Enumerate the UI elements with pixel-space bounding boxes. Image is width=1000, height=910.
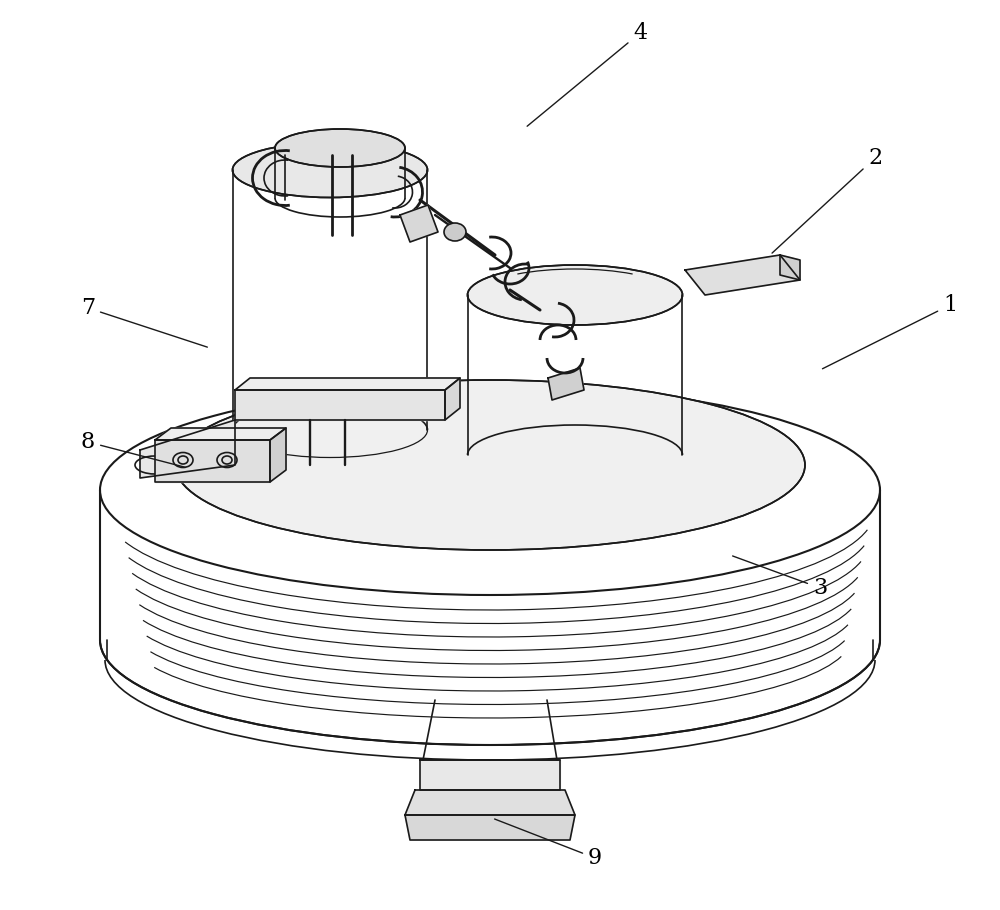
Polygon shape <box>140 420 235 478</box>
Polygon shape <box>235 378 460 390</box>
Polygon shape <box>155 440 270 482</box>
Text: 1: 1 <box>822 294 957 369</box>
Polygon shape <box>270 428 286 482</box>
Ellipse shape <box>468 265 682 325</box>
Ellipse shape <box>232 143 428 197</box>
Ellipse shape <box>275 129 405 167</box>
Text: 7: 7 <box>81 297 207 347</box>
Polygon shape <box>235 390 445 420</box>
Text: 4: 4 <box>527 22 647 126</box>
Polygon shape <box>780 255 800 280</box>
Text: 9: 9 <box>495 819 602 869</box>
Polygon shape <box>155 428 286 440</box>
Text: 3: 3 <box>733 556 827 599</box>
Polygon shape <box>548 368 584 400</box>
Polygon shape <box>445 378 460 420</box>
Text: 2: 2 <box>772 147 882 253</box>
Ellipse shape <box>444 223 466 241</box>
Polygon shape <box>405 815 575 840</box>
Polygon shape <box>405 790 575 815</box>
Polygon shape <box>420 760 560 790</box>
Ellipse shape <box>175 380 805 550</box>
Polygon shape <box>685 255 800 295</box>
Polygon shape <box>400 205 438 242</box>
Text: 8: 8 <box>81 431 185 468</box>
